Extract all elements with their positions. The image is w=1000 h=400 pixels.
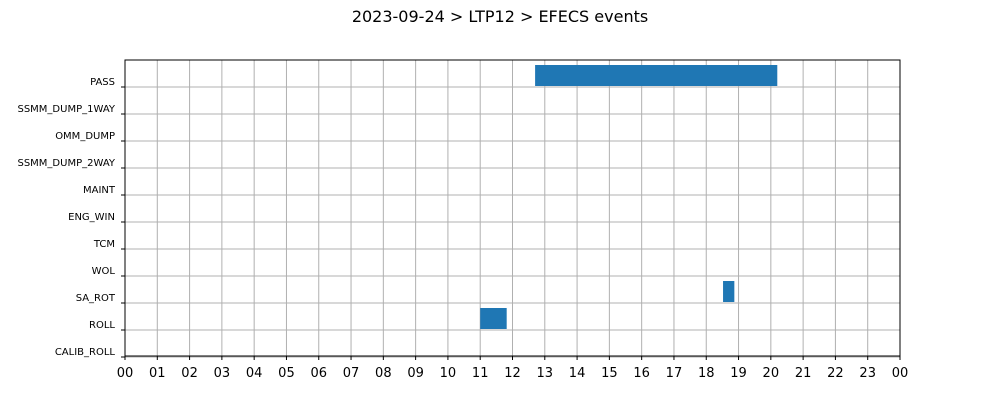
ticks-layer: 00 01 02 03 04 05 06 07 08 09 10 11 12 13 14 15 16 17 18 19… xyxy=(17,77,908,381)
y-tick-label: CALIB_ROLL xyxy=(55,347,116,358)
x-tick-label: 02 xyxy=(181,366,198,381)
x-tick-label: 06 xyxy=(310,366,327,381)
x-tick-label: 03 xyxy=(214,366,231,381)
x-tick-label: 13 xyxy=(537,366,554,381)
x-tick-label: 19 xyxy=(730,366,747,381)
x-tick-label: 23 xyxy=(859,366,876,381)
y-tick-label: TCM xyxy=(93,239,115,250)
x-tick-label: 18 xyxy=(698,366,715,381)
x-tick-label: 08 xyxy=(375,366,392,381)
x-tick-label: 16 xyxy=(633,366,650,381)
x-tick-label: 05 xyxy=(278,366,295,381)
x-tick-label: 14 xyxy=(569,366,586,381)
y-tick-label: ENG_WIN xyxy=(68,212,115,223)
y-tick-label: SSMM_DUMP_2WAY xyxy=(17,158,115,169)
x-tick-label: 09 xyxy=(407,366,424,381)
x-tick-label: 20 xyxy=(763,366,780,381)
grid-layer xyxy=(124,60,901,358)
x-tick-label: 04 xyxy=(246,366,263,381)
y-tick-label: MAINT xyxy=(83,185,116,196)
event-bar-sa-rot xyxy=(723,281,735,302)
event-bar-pass xyxy=(535,65,778,86)
event-bar-roll xyxy=(480,308,507,329)
x-tick-label: 01 xyxy=(149,366,166,381)
x-tick-label: 10 xyxy=(440,366,457,381)
x-tick-label: 15 xyxy=(601,366,618,381)
y-tick-label: ROLL xyxy=(89,320,115,331)
x-tick-label: 17 xyxy=(666,366,683,381)
x-tick-label: 07 xyxy=(343,366,360,381)
x-tick-label: 22 xyxy=(827,366,844,381)
x-tick-label: 12 xyxy=(504,366,521,381)
x-tick-label: 00 xyxy=(892,366,909,381)
y-tick-label: OMM_DUMP xyxy=(55,131,115,142)
y-tick-label: PASS xyxy=(90,77,115,88)
x-tick-label: 21 xyxy=(795,366,812,381)
y-tick-label: SA_ROT xyxy=(76,293,116,304)
chart-title: 2023-09-24 > LTP12 > EFECS events xyxy=(352,7,648,26)
x-tick-label: 00 xyxy=(117,366,134,381)
x-tick-label: 11 xyxy=(472,366,489,381)
y-tick-label: SSMM_DUMP_1WAY xyxy=(17,104,115,115)
bars-layer xyxy=(480,65,778,329)
y-tick-label: WOL xyxy=(92,266,116,277)
